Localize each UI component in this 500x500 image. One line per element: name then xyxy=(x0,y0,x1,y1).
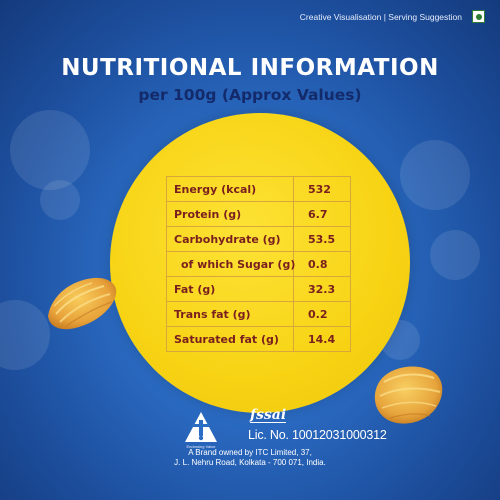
page-subtitle: per 100g (Approx Values) xyxy=(138,86,362,104)
license-number: Lic. No. 10012031000312 xyxy=(248,428,387,442)
table-row: Trans fat (g) 0.2 xyxy=(166,301,351,327)
fssai-logo-icon: fssai xyxy=(250,407,287,423)
bokeh-light xyxy=(10,110,90,190)
bokeh-light xyxy=(400,140,470,210)
nutrient-label: Carbohydrate (g) xyxy=(166,226,294,252)
nutrient-value: 0.8 xyxy=(293,251,351,277)
nutrient-value: 14.4 xyxy=(293,326,351,352)
nutrient-value: 32.3 xyxy=(293,276,351,302)
table-row: of which Sugar (g) 0.8 xyxy=(166,251,351,277)
bokeh-light xyxy=(40,180,80,220)
table-row: Fat (g) 32.3 xyxy=(166,276,351,302)
nutrient-label: Trans fat (g) xyxy=(166,301,294,327)
nutrient-label: Protein (g) xyxy=(166,201,294,227)
itc-logo-icon xyxy=(185,412,217,442)
nutrient-label: Energy (kcal) xyxy=(166,176,294,202)
endorsing-tagline: Endorsing Value xyxy=(186,444,216,449)
page-title: NUTRITIONAL INFORMATION xyxy=(61,55,439,81)
table-row: Carbohydrate (g) 53.5 xyxy=(166,226,351,252)
nutrient-label: of which Sugar (g) xyxy=(166,251,295,277)
nutrient-value: 0.2 xyxy=(293,301,351,327)
veg-mark-icon xyxy=(472,10,485,23)
table-row: Saturated fat (g) 14.4 xyxy=(166,326,351,352)
nutrition-table: Energy (kcal) 532 Protein (g) 6.7 Carboh… xyxy=(166,176,351,352)
nutrient-value: 532 xyxy=(293,176,351,202)
creative-caption: Creative Visualisation | Serving Suggest… xyxy=(299,12,462,22)
potato-chip-image xyxy=(374,366,443,424)
brand-address-line: A Brand owned by ITC Limited, 37, xyxy=(188,448,312,457)
brand-address-line: J. L. Nehru Road, Kolkata - 700 071, Ind… xyxy=(174,458,326,467)
potato-chip-image xyxy=(48,277,117,330)
bokeh-light xyxy=(430,230,480,280)
table-row: Protein (g) 6.7 xyxy=(166,201,351,227)
nutrient-label: Fat (g) xyxy=(166,276,294,302)
nutrient-label: Saturated fat (g) xyxy=(166,326,294,352)
nutrient-value: 6.7 xyxy=(293,201,351,227)
nutrient-value: 53.5 xyxy=(293,226,351,252)
table-row: Energy (kcal) 532 xyxy=(166,176,351,202)
